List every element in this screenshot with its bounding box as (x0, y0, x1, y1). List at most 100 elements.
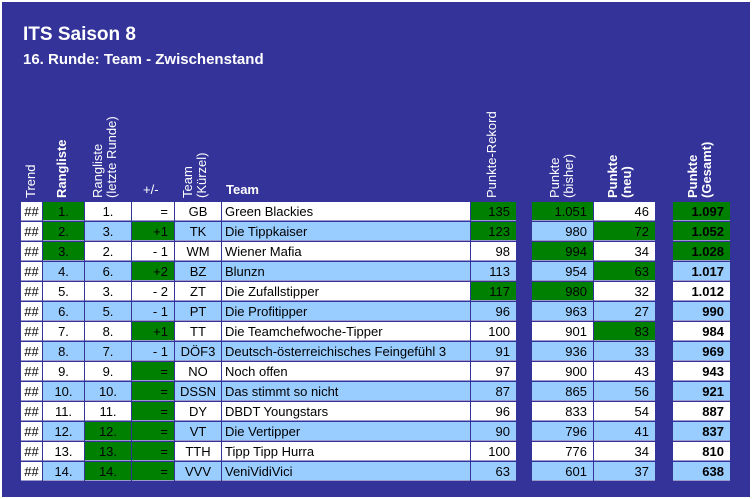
header-team: Team (226, 182, 259, 197)
cell-pm: = (132, 402, 174, 421)
cell-gesamt: 1.017 (673, 262, 730, 281)
cell-trend: ## (21, 322, 42, 341)
cell-trend: ## (21, 462, 42, 481)
cell-pm: = (132, 382, 174, 401)
cell-neu: 41 (594, 422, 655, 441)
cell-pm: = (132, 442, 174, 461)
cell-gesamt: 1.028 (673, 242, 730, 261)
page-title: ITS Saison 8 (23, 24, 136, 45)
cell-team: Wiener Mafia (222, 242, 470, 261)
cell-team: Die Zufallstipper (222, 282, 470, 301)
cell-bisher: 936 (532, 342, 593, 361)
table-row: ## 9. 9. = NO Noch offen 97 900 43 943 (2, 362, 752, 382)
cell-gesamt: 984 (673, 322, 730, 341)
header-trend: Trend (23, 164, 38, 198)
cell-neu: 56 (594, 382, 655, 401)
cell-rekord: 123 (471, 222, 516, 241)
header-punkte-neu: Punkte (neu) (605, 154, 634, 198)
cell-pm: = (132, 202, 174, 221)
header-punkte-bisher: Punkte (bisher) (547, 153, 576, 198)
cell-neu: 37 (594, 462, 655, 481)
cell-neu: 27 (594, 302, 655, 321)
cell-bisher: 980 (532, 282, 593, 301)
cell-team: Noch offen (222, 362, 470, 381)
cell-gesamt: 837 (673, 422, 730, 441)
table-row: ## 13. 13. = TTH Tipp Tipp Hurra 100 776 34 810 (2, 442, 752, 462)
table-row: ## 1. 1. = GB Green Blackies 135 1.051 46 1.097 (2, 202, 752, 222)
cell-kurz: ZT (175, 282, 221, 301)
cell-kurz: BZ (175, 262, 221, 281)
cell-neu: 43 (594, 362, 655, 381)
cell-trend: ## (21, 342, 42, 361)
cell-rang: 11. (43, 402, 84, 421)
cell-neu: 54 (594, 402, 655, 421)
cell-team: Die Profitipper (222, 302, 470, 321)
cell-kurz: TTH (175, 442, 221, 461)
cell-bisher: 833 (532, 402, 593, 421)
cell-rekord: 113 (471, 262, 516, 281)
cell-letzte: 11. (85, 402, 131, 421)
cell-kurz: GB (175, 202, 221, 221)
cell-trend: ## (21, 242, 42, 261)
cell-letzte: 8. (85, 322, 131, 341)
cell-rekord: 117 (471, 282, 516, 301)
cell-rekord: 100 (471, 442, 516, 461)
cell-bisher: 1.051 (532, 202, 593, 221)
cell-kurz: NO (175, 362, 221, 381)
cell-rekord: 98 (471, 242, 516, 261)
cell-bisher: 963 (532, 302, 593, 321)
cell-rekord: 63 (471, 462, 516, 481)
cell-gesamt: 1.097 (673, 202, 730, 221)
cell-letzte: 10. (85, 382, 131, 401)
cell-rang: 7. (43, 322, 84, 341)
cell-rang: 5. (43, 282, 84, 301)
cell-kurz: DÖF3 (175, 342, 221, 361)
cell-letzte: 6. (85, 262, 131, 281)
cell-letzte: 14. (85, 462, 131, 481)
cell-bisher: 901 (532, 322, 593, 341)
cell-rang: 13. (43, 442, 84, 461)
cell-rang: 1. (43, 202, 84, 221)
table-row: ## 5. 3. - 2 ZT Die Zufallstipper 117 980 32 1.01… (2, 282, 752, 302)
cell-neu: 83 (594, 322, 655, 341)
cell-neu: 34 (594, 442, 655, 461)
cell-trend: ## (21, 282, 42, 301)
cell-team: Green Blackies (222, 202, 470, 221)
cell-trend: ## (21, 362, 42, 381)
cell-rekord: 87 (471, 382, 516, 401)
cell-trend: ## (21, 402, 42, 421)
cell-neu: 33 (594, 342, 655, 361)
cell-pm: +2 (132, 262, 174, 281)
cell-team: Die Tippkaiser (222, 222, 470, 241)
cell-neu: 34 (594, 242, 655, 261)
cell-letzte: 12. (85, 422, 131, 441)
cell-rekord: 135 (471, 202, 516, 221)
page-subtitle: 16. Runde: Team - Zwischenstand (23, 51, 264, 68)
cell-rekord: 96 (471, 302, 516, 321)
cell-rang: 3. (43, 242, 84, 261)
cell-kurz: DSSN (175, 382, 221, 401)
cell-rang: 2. (43, 222, 84, 241)
header-team-kurzel: Team (Kürzel) (180, 152, 209, 198)
cell-pm: = (132, 462, 174, 481)
header-plusminus: +/- (143, 182, 159, 197)
cell-letzte: 3. (85, 222, 131, 241)
cell-pm: - 1 (132, 302, 174, 321)
cell-gesamt: 887 (673, 402, 730, 421)
cell-rekord: 90 (471, 422, 516, 441)
cell-rang: 4. (43, 262, 84, 281)
cell-bisher: 601 (532, 462, 593, 481)
header-punkte-gesamt: Punkte (Gesamt) (685, 141, 714, 198)
cell-kurz: PT (175, 302, 221, 321)
cell-letzte: 7. (85, 342, 131, 361)
cell-bisher: 776 (532, 442, 593, 461)
cell-trend: ## (21, 422, 42, 441)
cell-rekord: 100 (471, 322, 516, 341)
cell-rekord: 91 (471, 342, 516, 361)
cell-gesamt: 810 (673, 442, 730, 461)
cell-kurz: VT (175, 422, 221, 441)
cell-bisher: 865 (532, 382, 593, 401)
header-rangliste-letzte: Rangliste (letzte Runde) (90, 116, 119, 198)
cell-bisher: 994 (532, 242, 593, 261)
cell-letzte: 1. (85, 202, 131, 221)
